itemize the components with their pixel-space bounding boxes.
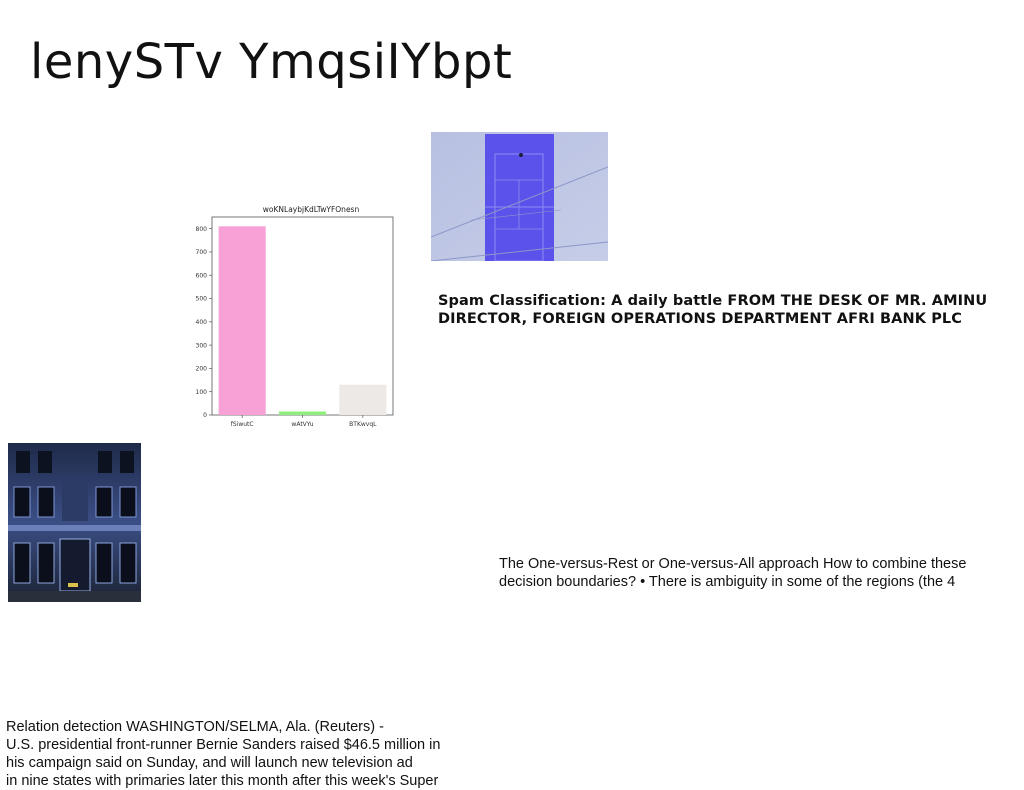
y-tick-label: 100	[196, 389, 208, 396]
y-tick-label: 700	[196, 249, 208, 256]
bar-chart: woKNLaybjKdLTwYFOnesn 0 100 200 300 400 500 60…	[190, 200, 405, 435]
y-tick-label: 400	[196, 319, 208, 326]
y-axis: 0 100 200 300 400 500 600 700 800	[196, 226, 212, 419]
bar-wAtVYu	[279, 412, 326, 415]
bar-chart-svg: woKNLaybjKdLTwYFOnesn 0 100 200 300 400 500 60…	[190, 200, 405, 435]
one-vs-rest-text-block: The One-versus-Rest or One-versus-All ap…	[499, 555, 1019, 591]
x-tick-label: fSiwutC	[231, 421, 254, 428]
bar-BTKwvqL	[339, 385, 386, 415]
relation-detection-text-block: Relation detection WASHINGTON/SELMA, Ala…	[6, 718, 496, 790]
page-title: lenySTv YmqsiIYbpt	[30, 34, 512, 90]
bars	[219, 226, 387, 415]
y-tick-label: 600	[196, 272, 208, 279]
y-tick-label: 500	[196, 296, 208, 303]
y-tick-label: 200	[196, 366, 208, 373]
tennis-court-image	[431, 132, 608, 261]
x-tick-label: wAtVYu	[291, 421, 313, 428]
chart-title: woKNLaybjKdLTwYFOnesn	[263, 205, 360, 214]
bar-fSiwutC	[219, 226, 266, 415]
y-tick-label: 800	[196, 226, 208, 233]
spam-text-block: Spam Classification: A daily battle FROM…	[438, 292, 998, 328]
x-axis: fSiwutC wAtVYu BTKwvqL	[231, 415, 377, 428]
x-tick-label: BTKwvqL	[349, 421, 377, 428]
building-image	[8, 443, 141, 602]
y-tick-label: 300	[196, 342, 208, 349]
y-tick-label: 0	[203, 412, 207, 419]
